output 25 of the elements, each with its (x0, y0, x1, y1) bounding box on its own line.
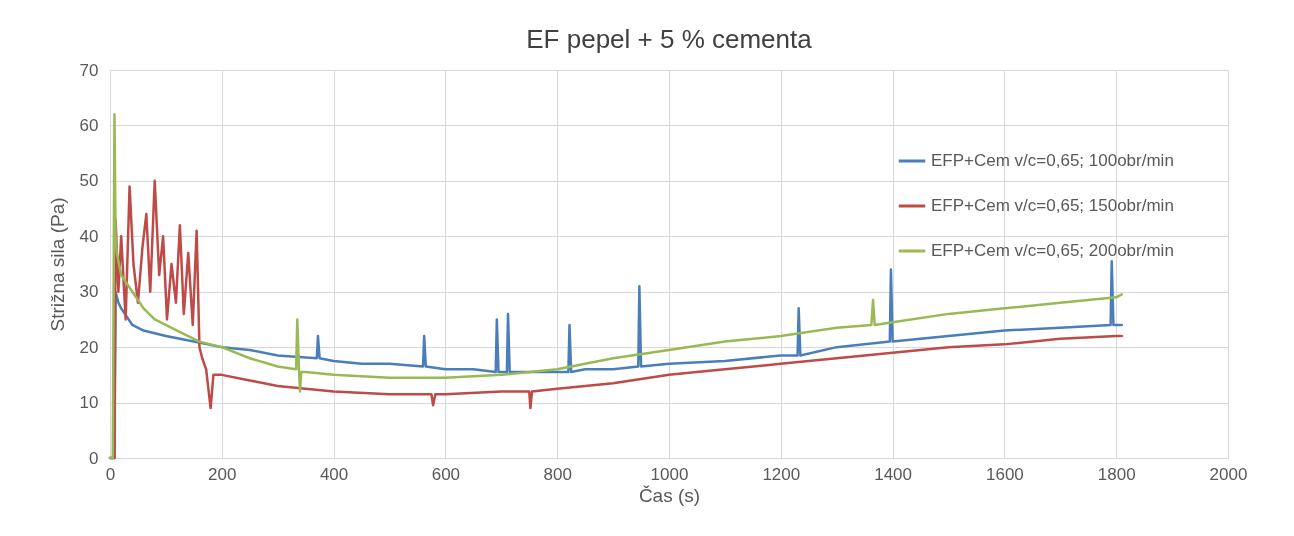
legend-label: EFP+Cem v/c=0,65; 150obr/min (931, 196, 1174, 215)
y-axis-title: Strižna sila (Pa) (46, 197, 68, 332)
y-tick-label: 30 (79, 282, 99, 302)
legend-label: EFP+Cem v/c=0,65; 100obr/min (931, 151, 1174, 170)
x-tick-label: 400 (319, 464, 349, 484)
x-tick-label: 0 (105, 464, 116, 484)
y-tick-label: 60 (79, 115, 99, 135)
y-tick-label: 0 (89, 448, 99, 468)
legend-label: EFP+Cem v/c=0,65; 200obr/min (931, 241, 1174, 260)
x-tick-label: 1400 (874, 464, 913, 484)
x-tick-label: 1800 (1097, 464, 1136, 484)
chart-title: EF pepel + 5 % cementa (526, 24, 813, 54)
x-tick-label: 1600 (985, 464, 1024, 484)
x-tick-label: 2000 (1209, 464, 1248, 484)
y-tick-label: 50 (79, 171, 99, 191)
y-tick-label: 20 (79, 337, 99, 357)
y-tick-label: 40 (79, 226, 99, 246)
y-tick-label: 10 (79, 393, 99, 413)
x-tick-label: 800 (543, 464, 572, 484)
x-tick-label: 200 (208, 464, 237, 484)
x-axis-title: Čas (s) (638, 484, 701, 506)
x-tick-label: 1200 (762, 464, 801, 484)
x-tick-label: 600 (431, 464, 461, 484)
y-tick-label: 70 (79, 60, 99, 80)
x-tick-label: 1000 (650, 464, 689, 484)
